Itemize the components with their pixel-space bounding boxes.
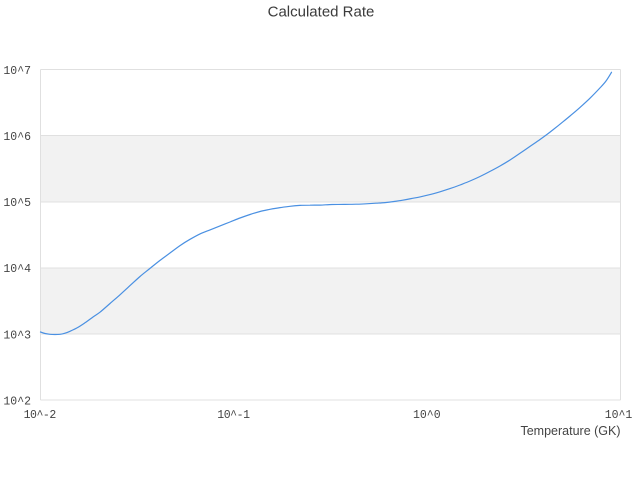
svg-text:10^6: 10^6 <box>3 131 31 144</box>
svg-text:10^7: 10^7 <box>3 65 31 78</box>
svg-text:10^5: 10^5 <box>3 197 31 210</box>
svg-text:10^3: 10^3 <box>3 329 31 342</box>
svg-text:10^4: 10^4 <box>3 263 31 276</box>
svg-text:10^-1: 10^-1 <box>217 409 250 422</box>
svg-text:Temperature (GK): Temperature (GK) <box>520 424 620 438</box>
svg-text:10^0: 10^0 <box>413 409 441 422</box>
svg-text:10^-2: 10^-2 <box>24 409 57 422</box>
svg-text:10^1: 10^1 <box>605 409 633 422</box>
svg-text:10^2: 10^2 <box>3 395 31 408</box>
svg-text:Calculated Rate: Calculated Rate <box>268 4 375 21</box>
